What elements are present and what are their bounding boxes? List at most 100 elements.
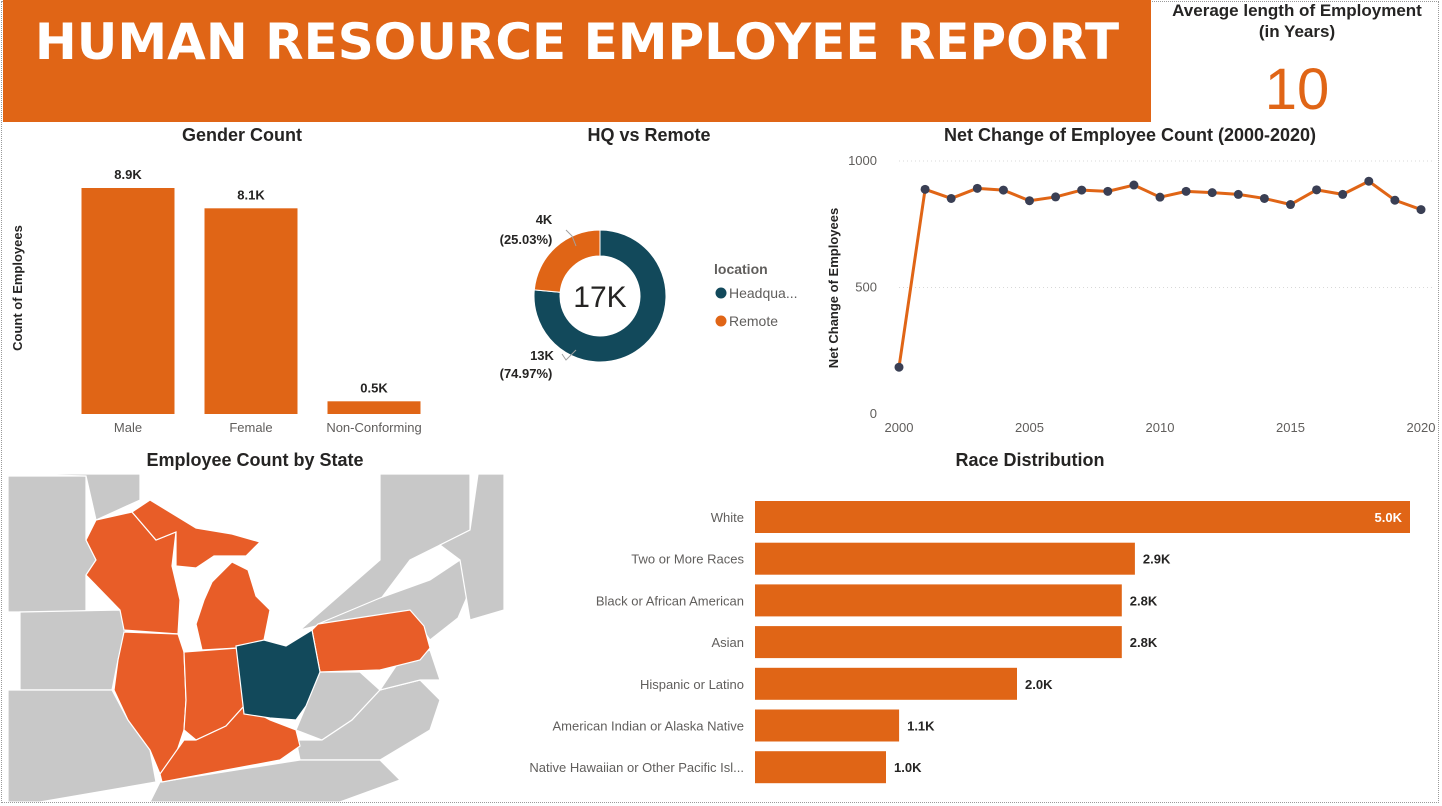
donut-leader-hq xyxy=(561,349,577,361)
line-point-18 xyxy=(1364,176,1374,186)
gender-y-axis-label: Count of Employees xyxy=(10,225,25,351)
kpi-value: 10 xyxy=(1264,57,1330,122)
race-category-label-0: White xyxy=(711,510,744,525)
line-point-12 xyxy=(1207,188,1217,198)
race-category-label-3: Asian xyxy=(711,635,744,650)
map-state-kentucky xyxy=(159,705,301,783)
kpi-label-line2: (in Years) xyxy=(1258,22,1336,41)
line-xtick-3: 2015 xyxy=(1276,420,1305,435)
line-point-10 xyxy=(1155,192,1165,202)
line-point-13 xyxy=(1233,189,1243,199)
race-category-label-5: American Indian or Alaska Native xyxy=(553,719,744,734)
line-point-0 xyxy=(894,362,904,372)
line-point-5 xyxy=(1025,196,1034,206)
race-data-label-0: 5.0K xyxy=(1375,510,1403,525)
map-title: Employee Count by State xyxy=(146,450,364,470)
donut-legend-marker-hq xyxy=(715,287,727,299)
line-point-15 xyxy=(1286,200,1295,210)
map-state-pennsylvania xyxy=(311,609,431,673)
gender-category-label-0: Male xyxy=(114,420,142,435)
donut-center-label: 17K xyxy=(573,281,626,314)
line-point-9 xyxy=(1129,180,1139,190)
line-point-4 xyxy=(998,185,1008,195)
line-point-20 xyxy=(1416,205,1426,215)
donut-label-remote-pct: (25.03%) xyxy=(500,232,553,247)
line-point-16 xyxy=(1312,185,1322,195)
race-data-label-3: 2.8K xyxy=(1130,635,1158,650)
gender-data-label-1: 8.1K xyxy=(237,187,265,202)
race-bar-6 xyxy=(755,751,886,784)
netchange-chart-title: Net Change of Employee Count (2000-2020) xyxy=(943,125,1317,145)
line-ytick-2: 1000 xyxy=(848,153,877,168)
donut-legend-label-hq: Headqua... xyxy=(729,285,798,301)
line-point-14 xyxy=(1259,193,1269,203)
race-data-label-5: 1.1K xyxy=(907,719,935,734)
line-point-6 xyxy=(1051,192,1061,202)
donut-label-hq-value: 13K xyxy=(530,348,554,363)
race-data-label-4: 2.0K xyxy=(1025,677,1053,692)
donut-label-hq-pct: (74.97%) xyxy=(500,366,553,381)
donut-label-remote-value: 4K xyxy=(536,212,553,227)
gender-bar-1 xyxy=(204,208,298,414)
donut-legend-marker-remote xyxy=(715,315,727,327)
line-point-11 xyxy=(1181,186,1191,196)
donut-slice-0 xyxy=(533,229,667,363)
line-xtick-0: 2000 xyxy=(885,420,914,435)
gender-data-label-0: 8.9K xyxy=(114,167,142,182)
gender-category-label-2: Non-Conforming xyxy=(326,420,421,435)
line-point-7 xyxy=(1077,185,1087,195)
race-bar-2 xyxy=(755,584,1122,617)
race-category-label-6: Native Hawaiian or Other Pacific Isl... xyxy=(529,760,744,775)
line-ytick-0: 0 xyxy=(870,406,877,421)
line-xtick-1: 2005 xyxy=(1015,420,1044,435)
map-state-tennessee xyxy=(149,759,402,802)
race-category-label-4: Hispanic or Latino xyxy=(640,677,744,692)
map-state-upper-michigan xyxy=(131,499,262,569)
line-ytick-1: 500 xyxy=(855,280,877,295)
race-category-label-1: Two or More Races xyxy=(631,552,744,567)
line-xtick-2: 2010 xyxy=(1146,420,1175,435)
gender-chart-title: Gender Count xyxy=(182,125,302,145)
map-state-ohio xyxy=(235,629,321,721)
report-title: HUMAN RESOURCE EMPLOYEE REPORT xyxy=(34,13,1120,71)
map-state-ontario xyxy=(299,474,471,631)
race-bar-4 xyxy=(755,667,1017,700)
race-data-label-2: 2.8K xyxy=(1130,593,1158,608)
line-y-axis-label: Net Change of Employees xyxy=(826,208,841,368)
gender-category-label-1: Female xyxy=(229,420,272,435)
line-point-1 xyxy=(920,184,930,194)
header-banner: HUMAN RESOURCE EMPLOYEE REPORT xyxy=(3,0,1151,122)
donut-legend-label-remote: Remote xyxy=(729,313,778,329)
map-state-minnesota xyxy=(8,475,97,613)
kpi-label-line1: Average length of Employment xyxy=(1172,1,1422,20)
line-point-2 xyxy=(946,193,956,203)
line-xtick-4: 2020 xyxy=(1407,420,1436,435)
donut-slice-1 xyxy=(533,229,601,293)
line-point-3 xyxy=(972,183,982,193)
race-bar-0 xyxy=(755,501,1410,533)
gender-bar-0 xyxy=(81,188,175,414)
map-state-new-england xyxy=(438,474,504,621)
line-point-8 xyxy=(1103,186,1113,196)
line-point-19 xyxy=(1390,195,1400,205)
race-data-label-1: 2.9K xyxy=(1143,552,1171,567)
map-state-missouri xyxy=(8,689,157,802)
donut-legend-title: location xyxy=(714,261,768,277)
race-data-label-6: 1.0K xyxy=(894,760,922,775)
location-chart-title: HQ vs Remote xyxy=(587,125,711,145)
race-chart-title: Race Distribution xyxy=(955,450,1105,470)
map-state-west-canada xyxy=(8,474,141,521)
line-point-17 xyxy=(1338,189,1348,199)
gender-bar-2 xyxy=(327,401,421,414)
gender-data-label-2: 0.5K xyxy=(360,380,388,395)
donut-leader-remote xyxy=(565,229,577,247)
map-state-iowa xyxy=(19,609,127,691)
race-bar-1 xyxy=(755,542,1135,575)
race-bar-5 xyxy=(755,709,900,742)
race-bar-3 xyxy=(755,626,1122,659)
